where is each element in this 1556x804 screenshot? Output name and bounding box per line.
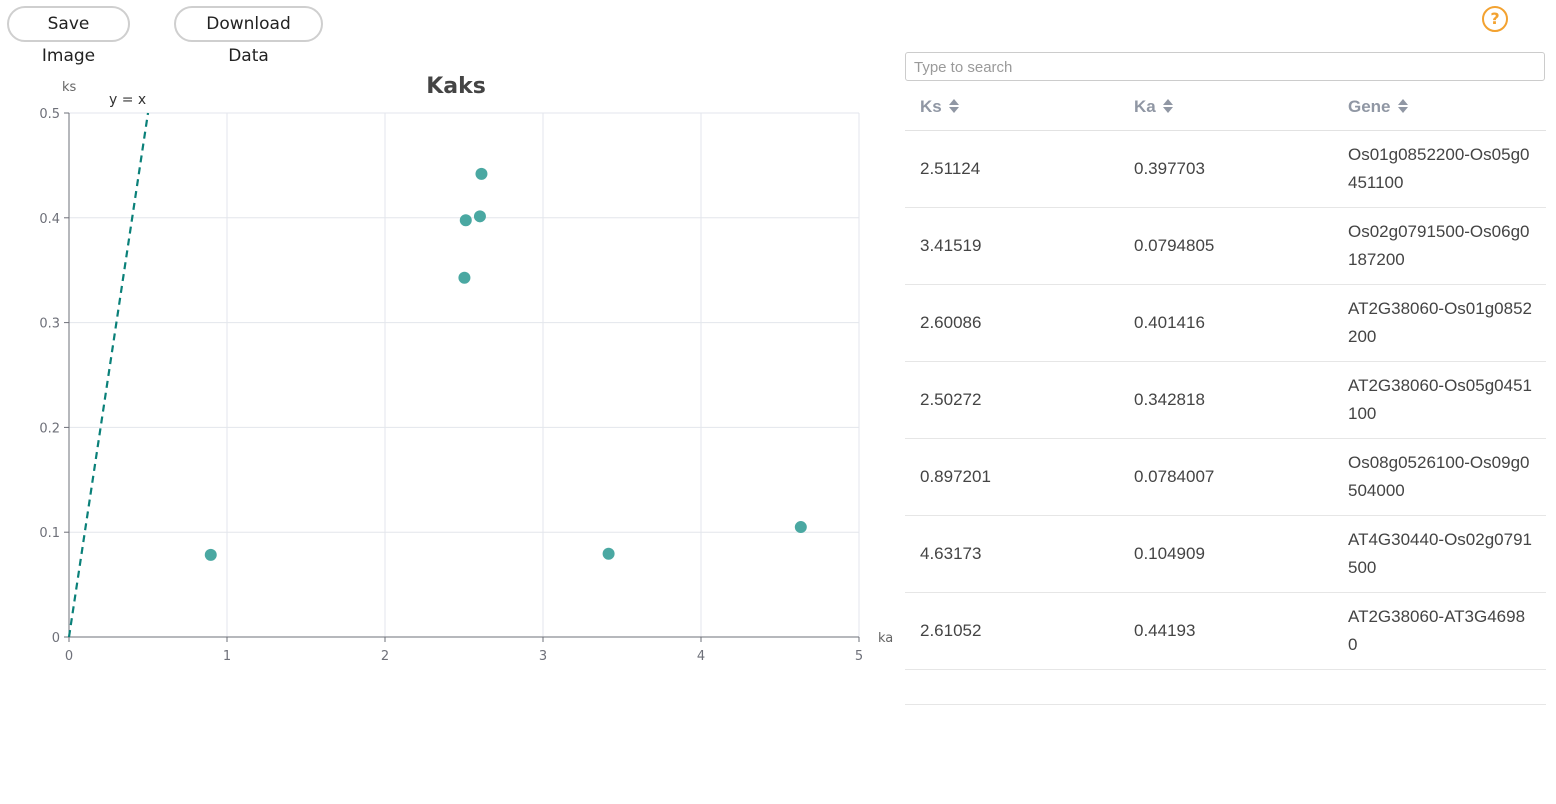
data-point[interactable] bbox=[475, 167, 488, 180]
y-tick-label: 0.2 bbox=[39, 421, 60, 436]
table-row[interactable]: 4.63173 0.104909 AT4G30440-Os02g0791500 bbox=[905, 515, 1546, 593]
data-point[interactable] bbox=[458, 271, 471, 284]
table-cell-gene: Os08g0526100-Os09g0504000 bbox=[1333, 438, 1546, 516]
sort-icon[interactable] bbox=[948, 98, 960, 114]
table-row[interactable]: 2.60086 0.401416 AT2G38060-Os01g0852200 bbox=[905, 284, 1546, 362]
kaks-scatter-chart: 0 1 2 3 4 5 0 0.1 0.2 0.3 0.4 0.5 Kaks ks ka y = x bbox=[39, 74, 893, 664]
table-row[interactable]: 0.897201 0.0784007 Os08g0526100-Os09g05040… bbox=[905, 438, 1546, 516]
table-cell-ka: 0.44193 bbox=[1119, 592, 1333, 670]
chart-title: Kaks bbox=[426, 74, 486, 99]
column-header-label: Ks bbox=[920, 97, 942, 116]
y-tick-label: 0.5 bbox=[39, 107, 60, 122]
x-tick-label: 1 bbox=[223, 649, 231, 664]
table-cell-ks: 2.61052 bbox=[905, 592, 1119, 670]
chart-grid bbox=[69, 112, 860, 637]
table-cell-gene: Os01g0852200-Os05g0451100 bbox=[1333, 130, 1546, 208]
data-point[interactable] bbox=[794, 521, 807, 534]
x-tick-label: 3 bbox=[539, 649, 547, 664]
table-row[interactable]: 3.41519 0.0794805 Os02g0791500-Os06g018720… bbox=[905, 207, 1546, 285]
column-header-label: Ka bbox=[1134, 97, 1156, 116]
table-cell-ks: 0.897201 bbox=[905, 438, 1119, 516]
chart-points bbox=[204, 167, 807, 561]
reference-line-label: y = x bbox=[109, 92, 146, 108]
table-empty-row bbox=[905, 669, 1546, 705]
table-empty-cell bbox=[905, 669, 1546, 705]
table-cell-ks: 2.60086 bbox=[905, 284, 1119, 362]
y-equals-x-line bbox=[67, 112, 150, 638]
chart-axes bbox=[68, 113, 859, 638]
data-point[interactable] bbox=[473, 210, 486, 223]
x-tick-label: 2 bbox=[381, 649, 389, 664]
sort-icon[interactable] bbox=[1162, 98, 1174, 114]
table-row[interactable]: 2.61052 0.44193 AT2G38060-AT3G46980 bbox=[905, 592, 1546, 670]
y-axis-label: ks bbox=[62, 80, 77, 95]
table-cell-ks: 2.51124 bbox=[905, 130, 1119, 208]
table-cell-gene: AT2G38060-AT3G46980 bbox=[1333, 592, 1546, 670]
table-body: 2.51124 0.397703 Os01g0852200-Os05g0451100… bbox=[905, 130, 1546, 705]
table-cell-ka: 0.0794805 bbox=[1119, 207, 1333, 285]
column-header-ks[interactable]: Ks bbox=[905, 84, 1119, 131]
table-cell-ks: 2.50272 bbox=[905, 361, 1119, 439]
y-tick-label: 0.4 bbox=[39, 212, 60, 227]
sort-icon[interactable] bbox=[1397, 98, 1409, 114]
question-circle-icon[interactable]: ? bbox=[1482, 6, 1508, 32]
table-cell-ka: 0.342818 bbox=[1119, 361, 1333, 439]
y-tick-label: 0 bbox=[52, 631, 60, 646]
x-tick-label: 0 bbox=[65, 649, 73, 664]
table-cell-gene: AT4G30440-Os02g0791500 bbox=[1333, 515, 1546, 593]
table-cell-ka: 0.401416 bbox=[1119, 284, 1333, 362]
column-header-label: Gene bbox=[1348, 97, 1391, 116]
x-axis-label: ka bbox=[878, 631, 893, 646]
table-cell-gene: AT2G38060-Os01g0852200 bbox=[1333, 284, 1546, 362]
table-cell-gene: Os02g0791500-Os06g0187200 bbox=[1333, 207, 1546, 285]
download-data-button[interactable]: Download Data bbox=[174, 6, 323, 66]
reference-line bbox=[67, 112, 150, 638]
table-cell-ka: 0.0784007 bbox=[1119, 438, 1333, 516]
search-input[interactable] bbox=[905, 52, 1545, 81]
table-cell-ka: 0.104909 bbox=[1119, 515, 1333, 593]
y-tick-label: 0.1 bbox=[39, 526, 60, 541]
column-header-gene[interactable]: Gene bbox=[1333, 84, 1546, 131]
data-point[interactable] bbox=[459, 214, 472, 227]
table-cell-ks: 3.41519 bbox=[905, 207, 1119, 285]
table-row[interactable]: 2.50272 0.342818 AT2G38060-Os05g0451100 bbox=[905, 361, 1546, 439]
column-header-ka[interactable]: Ka bbox=[1119, 84, 1333, 131]
data-point[interactable] bbox=[602, 547, 615, 560]
x-tick-label: 4 bbox=[697, 649, 705, 664]
y-tick-label: 0.3 bbox=[39, 317, 60, 332]
kaks-data-table: Ks Ka Gene 2.51124 0.397703 Os01g0852200-Os0… bbox=[905, 84, 1546, 705]
table-cell-gene: AT2G38060-Os05g0451100 bbox=[1333, 361, 1546, 439]
table-cell-ka: 0.397703 bbox=[1119, 130, 1333, 208]
data-point[interactable] bbox=[204, 548, 217, 561]
table-row[interactable]: 2.51124 0.397703 Os01g0852200-Os05g0451100 bbox=[905, 130, 1546, 208]
x-tick-label: 5 bbox=[855, 649, 863, 664]
table-cell-ks: 4.63173 bbox=[905, 515, 1119, 593]
save-image-button[interactable]: Save Image bbox=[7, 6, 130, 66]
table-header-row: Ks Ka Gene bbox=[905, 84, 1546, 131]
chart-ticks: 0 1 2 3 4 5 0 0.1 0.2 0.3 0.4 0.5 bbox=[39, 107, 863, 664]
